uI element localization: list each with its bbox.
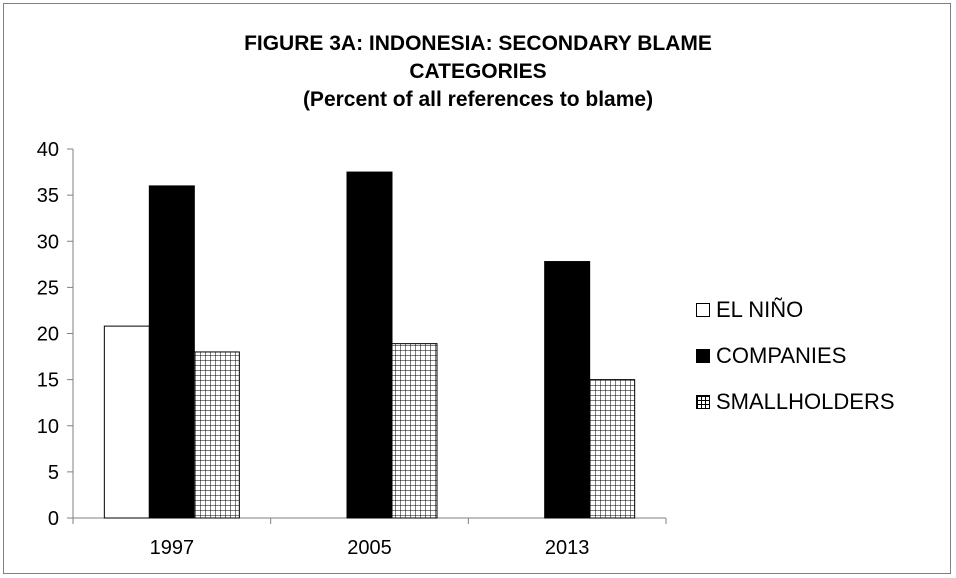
y-tick-label: 35 xyxy=(37,185,59,207)
x-tick-label: 1997 xyxy=(150,537,195,559)
title-line-3: (Percent of all references to blame) xyxy=(302,88,654,111)
bar-smallholders-2005 xyxy=(391,343,438,519)
y-tick-label: 10 xyxy=(37,416,59,438)
bar-companies-2013 xyxy=(544,261,591,519)
y-tick-label: 25 xyxy=(37,277,59,299)
y-tick-label: 30 xyxy=(37,231,59,253)
legend-swatch-el-nino xyxy=(696,303,710,317)
title-line-2: CATEGORIES xyxy=(409,60,547,83)
legend-item-companies: COMPANIES xyxy=(696,333,895,379)
bar-el-ni-o-1997 xyxy=(103,325,150,519)
legend-item-smallholders: SMALLHOLDERS xyxy=(696,379,895,425)
bar-companies-1997 xyxy=(148,185,195,519)
y-tick-label: 20 xyxy=(37,324,59,346)
y-tick-label: 15 xyxy=(37,370,59,392)
legend-label-el-nino: EL NIÑO xyxy=(716,297,804,322)
x-tick-label: 2005 xyxy=(347,537,392,559)
legend-item-el-nino: EL NIÑO xyxy=(696,287,895,333)
legend: EL NIÑO COMPANIES SMALLHOLDERS xyxy=(696,287,895,425)
y-tick-label: 0 xyxy=(48,508,59,530)
legend-swatch-companies xyxy=(696,349,710,363)
bar-companies-2005 xyxy=(346,171,393,519)
y-tick-label: 40 xyxy=(37,139,59,161)
bar-smallholders-1997 xyxy=(193,351,240,519)
title-line-1: FIGURE 3A: INDONESIA: SECONDARY BLAME xyxy=(244,32,712,55)
bar-smallholders-2013 xyxy=(589,379,636,519)
legend-swatch-smallholders xyxy=(696,395,710,409)
chart-title: FIGURE 3A: INDONESIA: SECONDARY BLAME CA… xyxy=(0,30,956,114)
legend-label-smallholders: SMALLHOLDERS xyxy=(716,389,895,414)
y-tick-label: 5 xyxy=(48,462,59,484)
x-tick-label: 2013 xyxy=(545,537,590,559)
legend-label-companies: COMPANIES xyxy=(716,343,847,368)
